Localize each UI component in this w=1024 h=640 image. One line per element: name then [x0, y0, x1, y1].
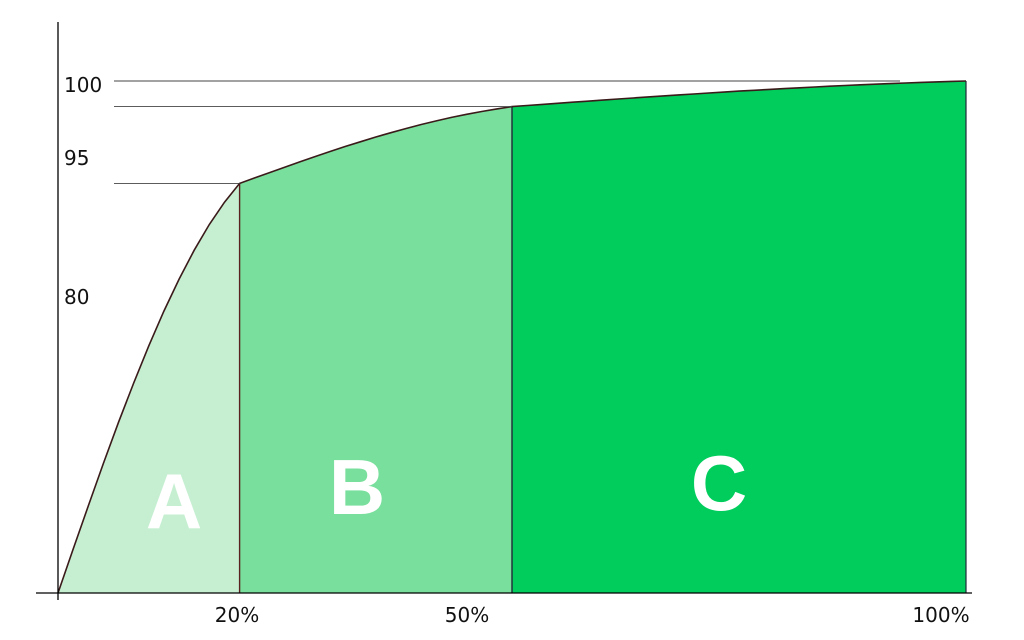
zone-label-c: C	[691, 439, 747, 527]
zone-c-area	[512, 81, 966, 593]
reference-lines	[114, 80, 900, 184]
y-tick-label-95: 95	[64, 146, 89, 170]
tick-labels: 100 95 80 20% 50% 100%	[64, 73, 970, 627]
x-tick-label-100: 100%	[912, 603, 969, 627]
x-tick-label-50: 50%	[445, 603, 489, 627]
zone-a-area	[58, 183, 240, 593]
zone-labels: A B C	[146, 439, 747, 545]
zone-label-b: B	[329, 443, 385, 531]
zone-b-area	[239, 106, 512, 593]
axes	[36, 22, 972, 600]
zone-label-a: A	[146, 457, 202, 545]
y-tick-label-100: 100	[64, 73, 102, 97]
x-tick-label-20: 20%	[215, 603, 259, 627]
zones-layer	[58, 81, 967, 593]
y-tick-label-80: 80	[64, 285, 89, 309]
